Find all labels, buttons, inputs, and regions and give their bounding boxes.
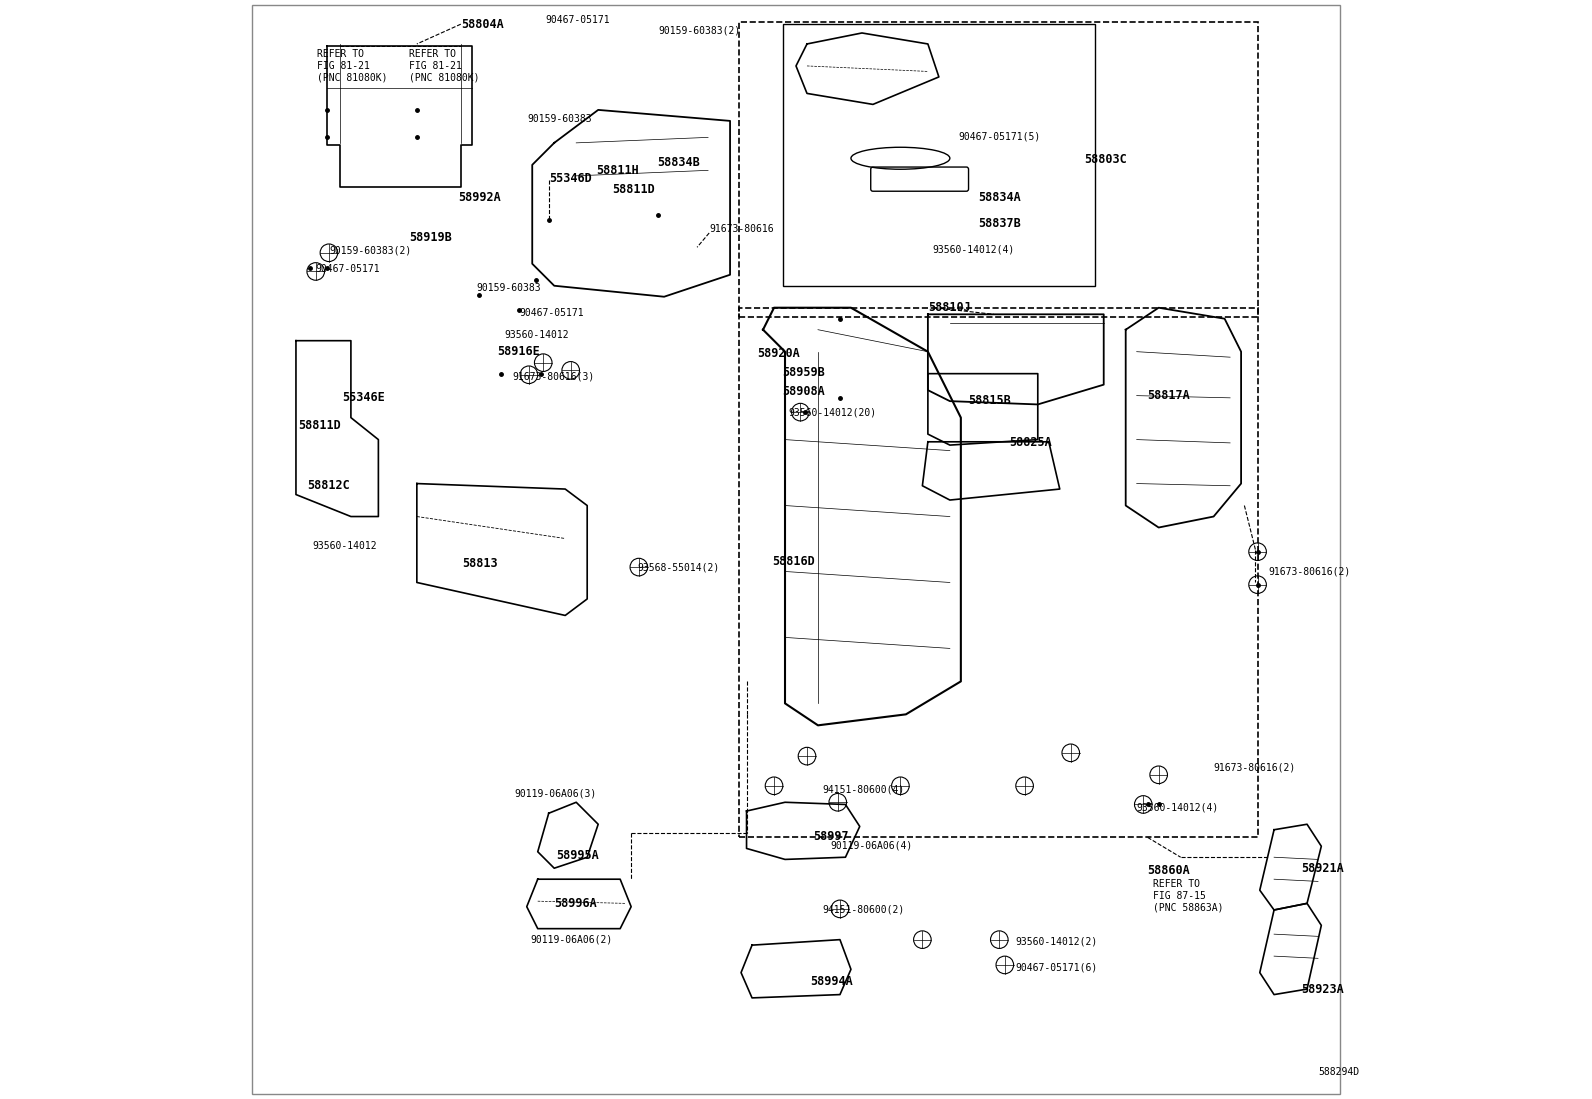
Text: 91673-80616(2): 91673-80616(2)	[1269, 566, 1352, 577]
Text: 90467-05171: 90467-05171	[546, 14, 610, 25]
Text: 93560-14012(4): 93560-14012(4)	[933, 244, 1014, 255]
Text: 90119-06A06(2): 90119-06A06(2)	[530, 934, 613, 945]
Text: 93560-14012(4): 93560-14012(4)	[1137, 802, 1219, 813]
Text: 90119-06A06(4): 90119-06A06(4)	[829, 840, 912, 851]
Text: 90159-60383(2): 90159-60383(2)	[659, 25, 740, 36]
Text: 90119-06A06(3): 90119-06A06(3)	[514, 788, 597, 799]
Text: 58919B: 58919B	[409, 231, 452, 244]
Text: 58834A: 58834A	[979, 191, 1020, 204]
Text: 94151-80600(4): 94151-80600(4)	[823, 784, 904, 795]
Text: 58996A: 58996A	[554, 897, 597, 910]
Text: 58923A: 58923A	[1302, 983, 1344, 996]
Text: 58813: 58813	[462, 557, 498, 570]
Text: 93560-14012: 93560-14012	[505, 330, 570, 341]
Text: 90467-05171(6): 90467-05171(6)	[1016, 962, 1098, 973]
Text: 58825A: 58825A	[1009, 436, 1052, 449]
Text: 58815B: 58815B	[968, 393, 1011, 407]
Text: 90159-60383: 90159-60383	[529, 113, 592, 124]
Text: 58812C: 58812C	[307, 479, 350, 492]
Text: 91673-80616(2): 91673-80616(2)	[1213, 762, 1296, 773]
Text: 58916E: 58916E	[497, 345, 540, 358]
Text: 58811D: 58811D	[613, 182, 656, 196]
Text: 55346D: 55346D	[549, 171, 592, 185]
Text: 58860A: 58860A	[1148, 864, 1191, 877]
Text: 58811H: 58811H	[595, 164, 638, 177]
Text: REFER TO
FIG 81-21
(PNC 81080K): REFER TO FIG 81-21 (PNC 81080K)	[409, 49, 479, 82]
Text: 58837B: 58837B	[979, 217, 1020, 230]
Text: 58908A: 58908A	[782, 385, 825, 398]
Text: REFER TO
FIG 81-21
(PNC 81080K): REFER TO FIG 81-21 (PNC 81080K)	[317, 49, 387, 82]
Text: 588294D: 588294D	[1318, 1066, 1360, 1077]
Text: 58992A: 58992A	[458, 191, 501, 204]
Text: 55346E: 55346E	[342, 391, 385, 404]
Text: 91673-80616: 91673-80616	[708, 223, 774, 234]
Text: 58920A: 58920A	[758, 347, 801, 360]
Text: 90467-05171: 90467-05171	[315, 264, 380, 275]
Text: 90467-05171: 90467-05171	[519, 308, 584, 319]
Text: 58816D: 58816D	[772, 555, 815, 568]
Text: 90467-05171(5): 90467-05171(5)	[958, 131, 1041, 142]
Text: 58921A: 58921A	[1302, 862, 1344, 875]
Text: 93560-14012(2): 93560-14012(2)	[1016, 936, 1098, 947]
Text: 58810J: 58810J	[928, 301, 971, 314]
Text: 90159-60383: 90159-60383	[476, 282, 541, 293]
Text: REFER TO
FIG 87-15
(PNC 58863A): REFER TO FIG 87-15 (PNC 58863A)	[1153, 879, 1224, 912]
Text: 58817A: 58817A	[1148, 389, 1191, 402]
Text: 91673-80616(3): 91673-80616(3)	[513, 371, 595, 382]
Text: 93568-55014(2): 93568-55014(2)	[638, 562, 720, 573]
Text: 58803C: 58803C	[1084, 153, 1127, 166]
Text: 58804A: 58804A	[460, 18, 503, 31]
Text: 58811D: 58811D	[298, 419, 341, 432]
Text: 58995A: 58995A	[557, 848, 599, 862]
Text: 93560-14012(20): 93560-14012(20)	[788, 407, 877, 418]
Text: 58959B: 58959B	[782, 366, 825, 379]
Text: 94151-80600(2): 94151-80600(2)	[823, 904, 904, 915]
Text: 58994A: 58994A	[810, 975, 853, 988]
Text: 58834B: 58834B	[657, 156, 700, 169]
Text: 93560-14012: 93560-14012	[312, 541, 377, 552]
Text: 58997: 58997	[814, 830, 849, 843]
Text: 90159-60383(2): 90159-60383(2)	[330, 245, 411, 256]
